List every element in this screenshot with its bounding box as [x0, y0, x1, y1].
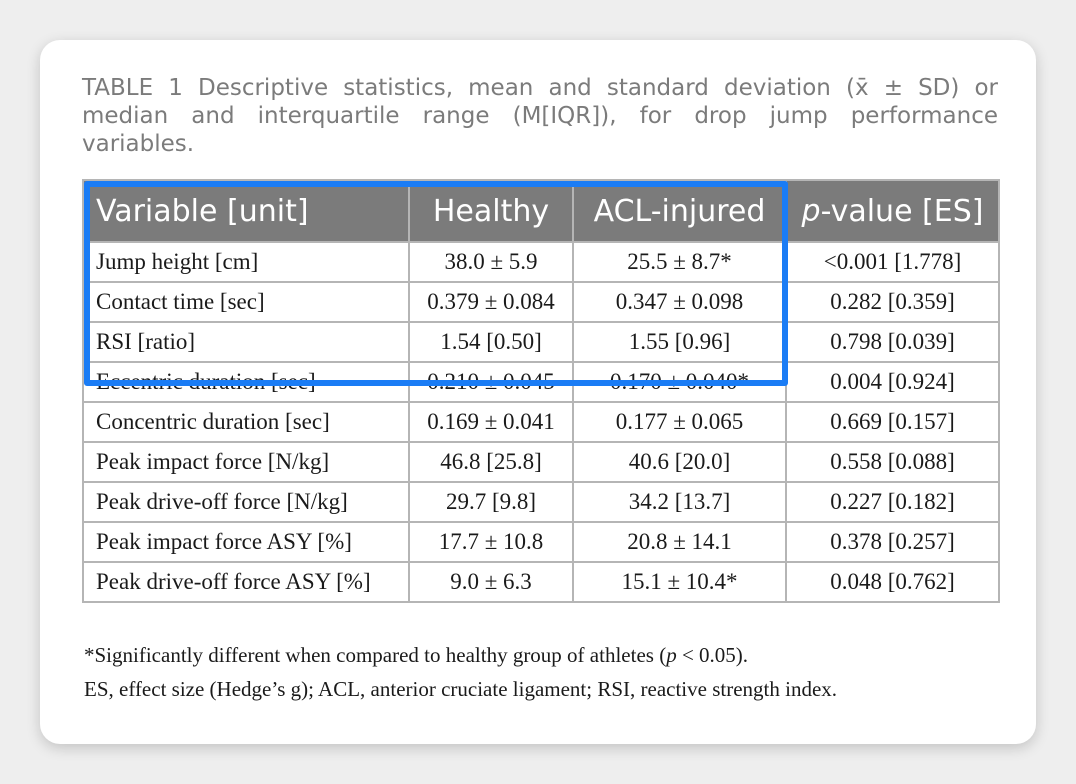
cell-healthy: 0.169 ± 0.041	[408, 401, 574, 443]
header-p-rest: -value [ES]	[820, 193, 984, 229]
cell-acl-injured: 20.8 ± 14.1	[572, 521, 787, 563]
cell-acl-injured: 34.2 [13.7]	[572, 481, 787, 523]
header-acl-injured: ACL-injured	[572, 179, 787, 243]
cell-acl-injured: 15.1 ± 10.4*	[572, 561, 787, 603]
table-row: Eccentric duration [sec] 0.210 ± 0.045 0.1…	[82, 361, 1000, 403]
cell-variable: Concentric duration [sec]	[82, 401, 410, 443]
cell-p-value: 0.378 [0.257]	[785, 521, 1000, 563]
cell-variable: Jump height [cm]	[82, 241, 410, 283]
table-row: Peak impact force ASY [%] 17.7 ± 10.8 20.8…	[82, 521, 1000, 563]
table-row: Peak impact force [N/kg] 46.8 [25.8] 40.6 …	[82, 441, 1000, 483]
footnote-significance-threshold: < 0.05).	[676, 643, 749, 667]
statistics-table: Variable [unit] Healthy ACL-injured p-va…	[82, 179, 1000, 603]
cell-healthy: 0.379 ± 0.084	[408, 281, 574, 323]
header-p-italic: p	[801, 193, 821, 229]
footnote-significance: *Significantly different when compared t…	[84, 643, 1004, 667]
cell-p-value: 0.282 [0.359]	[785, 281, 1000, 323]
header-variable: Variable [unit]	[82, 179, 410, 243]
table-row: Jump height [cm] 38.0 ± 5.9 25.5 ± 8.7* <0.…	[82, 241, 1000, 283]
cell-acl-injured: 1.55 [0.96]	[572, 321, 787, 363]
table-caption: TABLE 1 Descriptive statistics, mean and…	[82, 74, 998, 158]
cell-healthy: 0.210 ± 0.045	[408, 361, 574, 403]
table-row: Concentric duration [sec] 0.169 ± 0.041 0.…	[82, 401, 1000, 443]
table-row: Peak drive-off force [N/kg] 29.7 [9.8] 34.…	[82, 481, 1000, 523]
table-label: TABLE 1	[82, 75, 183, 101]
cell-healthy: 1.54 [0.50]	[408, 321, 574, 363]
cell-healthy: 38.0 ± 5.9	[408, 241, 574, 283]
cell-variable: Peak impact force ASY [%]	[82, 521, 410, 563]
cell-p-value: 0.004 [0.924]	[785, 361, 1000, 403]
cell-variable: RSI [ratio]	[82, 321, 410, 363]
cell-p-value: 0.798 [0.039]	[785, 321, 1000, 363]
cell-acl-injured: 40.6 [20.0]	[572, 441, 787, 483]
cell-p-value: 0.558 [0.088]	[785, 441, 1000, 483]
footnote-abbreviations: ES, effect size (Hedge’s g); ACL, anteri…	[84, 677, 838, 701]
table-row: Peak drive-off force ASY [%] 9.0 ± 6.3 15.…	[82, 561, 1000, 603]
table-body: Jump height [cm] 38.0 ± 5.9 25.5 ± 8.7* <0.…	[82, 241, 1000, 603]
cell-variable: Eccentric duration [sec]	[82, 361, 410, 403]
cell-healthy: 9.0 ± 6.3	[408, 561, 574, 603]
cell-p-value: 0.227 [0.182]	[785, 481, 1000, 523]
cell-acl-injured: 0.177 ± 0.065	[572, 401, 787, 443]
table-row: Contact time [sec] 0.379 ± 0.084 0.347 ± 0…	[82, 281, 1000, 323]
header-p-value: p-value [ES]	[785, 179, 1000, 243]
table-header-row: Variable [unit] Healthy ACL-injured p-va…	[82, 179, 1000, 243]
table-footnotes: *Significantly different when compared t…	[84, 643, 1004, 711]
table-row: RSI [ratio] 1.54 [0.50] 1.55 [0.96] 0.798 […	[82, 321, 1000, 363]
cell-variable: Peak drive-off force ASY [%]	[82, 561, 410, 603]
header-healthy: Healthy	[408, 179, 574, 243]
cell-healthy: 29.7 [9.8]	[408, 481, 574, 523]
footnote-significance-text: *Significantly different when compared t…	[84, 643, 667, 667]
cell-acl-injured: 25.5 ± 8.7*	[572, 241, 787, 283]
cell-variable: Peak drive-off force [N/kg]	[82, 481, 410, 523]
cell-variable: Contact time [sec]	[82, 281, 410, 323]
cell-healthy: 46.8 [25.8]	[408, 441, 574, 483]
cell-p-value: 0.048 [0.762]	[785, 561, 1000, 603]
table-caption-text: Descriptive statistics, mean and standar…	[82, 75, 998, 157]
cell-acl-injured: 0.347 ± 0.098	[572, 281, 787, 323]
cell-variable: Peak impact force [N/kg]	[82, 441, 410, 483]
cell-healthy: 17.7 ± 10.8	[408, 521, 574, 563]
cell-acl-injured: 0.170 ± 0.040*	[572, 361, 787, 403]
cell-p-value: <0.001 [1.778]	[785, 241, 1000, 283]
cell-p-value: 0.669 [0.157]	[785, 401, 1000, 443]
footnote-p-italic: p	[666, 643, 677, 667]
